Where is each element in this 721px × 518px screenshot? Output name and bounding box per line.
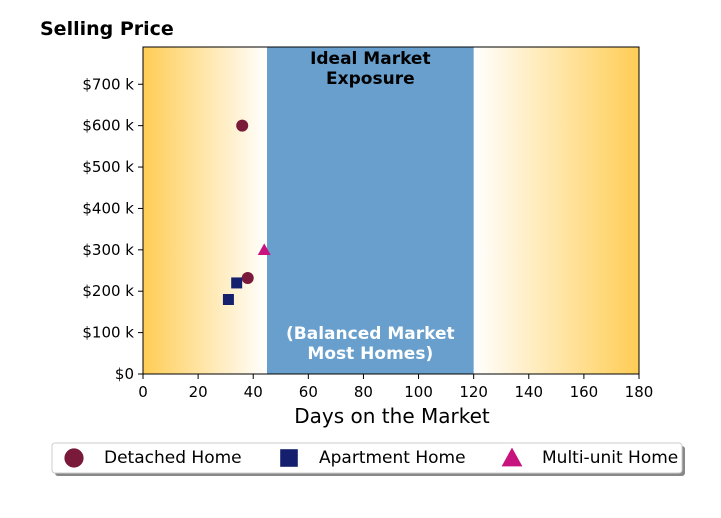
band-label-bottom-line: (Balanced Market — [286, 324, 455, 344]
x-tick-label: 40 — [244, 383, 263, 401]
legend-label: Apartment Home — [319, 448, 466, 468]
x-tick-label: 80 — [354, 383, 373, 401]
data-points — [222, 119, 271, 305]
ideal-band-rect — [267, 47, 474, 374]
data-point-circle — [241, 271, 254, 284]
y-tick-label: $300 k — [82, 241, 134, 259]
data-point-square — [222, 293, 234, 305]
y-tick-label: $400 k — [82, 199, 134, 217]
y-tick-label: $500 k — [82, 158, 134, 176]
x-tick-label: 20 — [189, 383, 208, 401]
data-point-circle — [236, 119, 249, 132]
legend-label: Multi-unit Home — [542, 448, 678, 468]
legend-box — [51, 442, 683, 474]
legend-marker-triangle — [501, 447, 523, 467]
plot-frame — [142, 46, 640, 375]
data-point-triangle — [257, 243, 271, 256]
legend-label: Detached Home — [104, 448, 242, 468]
gradient-right — [473, 47, 639, 374]
x-tick-label: 100 — [404, 383, 433, 401]
x-axis-title: Days on the Market — [294, 404, 490, 428]
x-tick-label: 140 — [514, 383, 543, 401]
legend-marker-square — [280, 449, 298, 467]
y-tick-label: $200 k — [82, 282, 134, 300]
band-label-top-line: Exposure — [326, 69, 415, 89]
axes: 0 20 40 60 80 100 120 140 160 180 $0 $100 k $200 k $3… — [82, 46, 654, 401]
band-label-bottom-line: Most Homes) — [307, 344, 433, 364]
y-tick-label: $100 k — [82, 324, 134, 342]
x-tick-label: 120 — [459, 383, 488, 401]
data-point-square — [231, 277, 243, 289]
band-label-top-line: Ideal Market — [310, 49, 431, 69]
x-tick-label: 180 — [625, 383, 654, 401]
x-tick-label: 160 — [570, 383, 599, 401]
plot-background — [143, 47, 639, 374]
x-tick-label: 0 — [138, 383, 148, 401]
legend: Detached Home Apartment Home Multi-unit Ho… — [51, 442, 685, 476]
x-tick-label: 60 — [299, 383, 318, 401]
legend-marker-circle — [64, 448, 84, 468]
y-tick-label: $700 k — [82, 75, 134, 93]
y-tick-label: $0 — [115, 365, 134, 383]
gradient-left — [143, 47, 267, 374]
y-axis-title: Selling Price — [40, 18, 174, 40]
y-tick-label: $600 k — [82, 117, 134, 135]
